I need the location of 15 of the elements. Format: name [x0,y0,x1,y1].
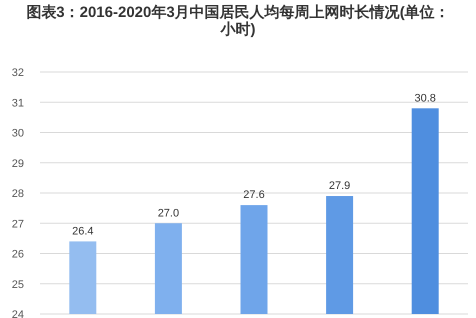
data-label: 30.8 [414,92,436,104]
y-tick-label: 30 [12,128,24,140]
y-tick-label: 29 [12,158,24,170]
y-tick-label: 27 [12,218,24,230]
data-label: 27.9 [328,180,350,192]
y-tick-label: 31 [12,97,24,110]
data-label: 27.0 [158,207,180,220]
chart-title: 图表3：2016-2020年3月中国居民人均每周上网时长情况(单位：小时) [25,4,451,38]
y-tick-label: 28 [12,188,24,200]
y-tick-label: 24 [12,309,24,318]
y-tick-label: 32 [12,67,24,79]
data-label: 27.6 [243,189,265,202]
y-tick-label: 26 [12,248,24,260]
data-label: 26.4 [72,225,94,238]
y-tick-label: 25 [12,278,24,291]
